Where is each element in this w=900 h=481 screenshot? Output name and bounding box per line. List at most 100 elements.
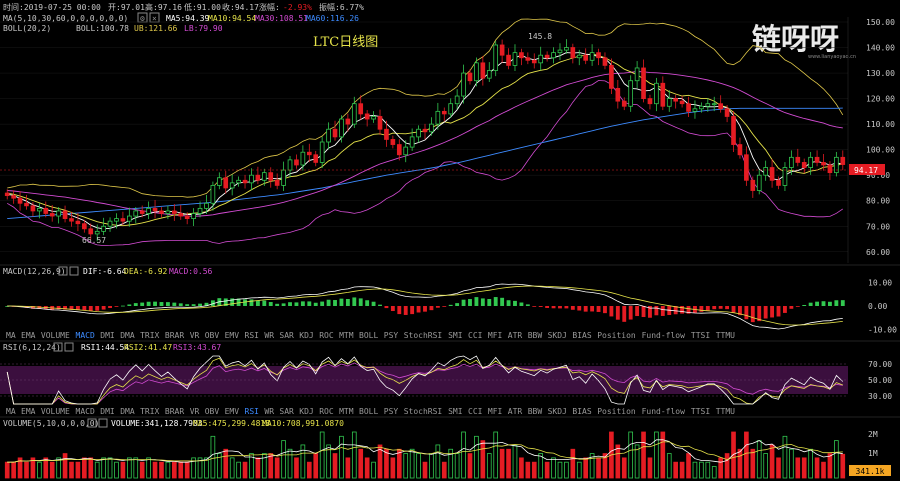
tab-ttsi[interactable]: TTSI — [691, 407, 710, 416]
candle-body[interactable] — [37, 207, 42, 212]
candle-body[interactable] — [127, 215, 132, 222]
candle-body[interactable] — [557, 49, 563, 54]
candle-body[interactable] — [184, 215, 190, 219]
candle-body[interactable] — [615, 87, 621, 102]
tab-cci[interactable]: CCI — [468, 331, 483, 340]
candle-body[interactable] — [679, 100, 685, 105]
candle-body[interactable] — [711, 103, 717, 106]
candle-body[interactable] — [435, 110, 441, 125]
tab-stochrsi[interactable]: StochRSI — [404, 407, 443, 416]
candle-body[interactable] — [313, 154, 319, 163]
tab-bias[interactable]: BIAS — [572, 407, 591, 416]
tab-atr[interactable]: ATR — [508, 407, 523, 416]
candle-body[interactable] — [171, 210, 177, 214]
settings-toggle-icon[interactable] — [53, 342, 63, 352]
candle-body[interactable] — [88, 228, 94, 235]
candle-body[interactable] — [107, 220, 113, 227]
candle-body[interactable] — [17, 197, 23, 204]
tab-smi[interactable]: SMI — [448, 331, 463, 340]
candle-body[interactable] — [724, 108, 730, 117]
candle-body[interactable] — [718, 103, 723, 110]
candle-body[interactable] — [364, 113, 370, 120]
candle-body[interactable] — [609, 65, 614, 89]
candle-body[interactable] — [159, 210, 164, 214]
candle-body[interactable] — [840, 156, 846, 165]
candle-body[interactable] — [596, 52, 601, 59]
tab-dma[interactable]: DMA — [120, 407, 135, 416]
candle-body[interactable] — [731, 116, 736, 145]
candle-body[interactable] — [654, 82, 659, 105]
candle-body[interactable] — [467, 72, 473, 82]
tab-volume[interactable]: VOLUME — [41, 331, 70, 340]
candle-body[interactable] — [801, 162, 807, 168]
tab-mfi[interactable]: MFI — [488, 407, 503, 416]
candle-body[interactable] — [4, 192, 10, 197]
tab-boll[interactable]: BOLL — [359, 331, 378, 340]
candle-body[interactable] — [351, 103, 357, 125]
candle-body[interactable] — [43, 207, 49, 214]
candle-body[interactable] — [441, 110, 447, 115]
candle-body[interactable] — [133, 210, 139, 217]
tab-skdj[interactable]: SKDJ — [548, 407, 567, 416]
tab-vr[interactable]: VR — [190, 407, 200, 416]
tab-brar[interactable]: BRAR — [165, 407, 184, 416]
tab-obv[interactable]: OBV — [205, 407, 220, 416]
candle-body[interactable] — [538, 54, 544, 64]
candle-body[interactable] — [583, 54, 589, 61]
tab-fund-flow[interactable]: Fund-flow — [642, 331, 686, 340]
candle-body[interactable] — [480, 62, 486, 79]
candle-body[interactable] — [769, 167, 775, 181]
tab-rsi[interactable]: RSI — [245, 331, 260, 340]
candle-body[interactable] — [429, 123, 434, 133]
settings-toggle-icon[interactable] — [87, 418, 97, 428]
candle-body[interactable] — [281, 169, 286, 186]
candle-body[interactable] — [319, 141, 325, 163]
candle-body[interactable] — [564, 47, 569, 51]
candle-body[interactable] — [165, 210, 171, 214]
candle-body[interactable] — [416, 128, 421, 138]
candle-body[interactable] — [94, 230, 100, 235]
tab-ema[interactable]: EMA — [21, 331, 36, 340]
candle-body[interactable] — [531, 59, 537, 64]
tab-psy[interactable]: PSY — [384, 331, 399, 340]
tab-mtm[interactable]: MTM — [339, 331, 354, 340]
tab-mfi[interactable]: MFI — [488, 331, 503, 340]
candlesticks[interactable] — [4, 39, 846, 242]
tab-vr[interactable]: VR — [190, 331, 200, 340]
candle-body[interactable] — [750, 179, 756, 191]
tab-emv[interactable]: EMV — [225, 331, 240, 340]
indicator-tabs-top[interactable]: MA EMA VOLUME MACD DMI DMA TRIX BRAR VR OBV EMV RSI… — [6, 331, 735, 340]
tab-bbw[interactable]: BBW — [528, 331, 543, 340]
tab-roc[interactable]: ROC — [319, 331, 334, 340]
candle-body[interactable] — [339, 118, 344, 138]
candle-body[interactable] — [403, 146, 409, 156]
candle-body[interactable] — [634, 67, 640, 82]
candle-body[interactable] — [647, 98, 653, 105]
candle-body[interactable] — [628, 80, 634, 107]
candle-body[interactable] — [287, 159, 293, 171]
candle-body[interactable] — [525, 57, 531, 61]
settings-toggle-icon[interactable] — [58, 266, 68, 276]
tab-wr[interactable]: WR — [264, 407, 274, 416]
candle-body[interactable] — [808, 156, 813, 168]
tab-roc[interactable]: ROC — [319, 407, 334, 416]
tab-skdj[interactable]: SKDJ — [548, 331, 567, 340]
candle-body[interactable] — [242, 179, 248, 184]
tab-emv[interactable]: EMV — [225, 407, 240, 416]
candle-body[interactable] — [422, 128, 428, 133]
candle-body[interactable] — [191, 213, 196, 219]
tab-ttsi[interactable]: TTSI — [691, 331, 710, 340]
tab-obv[interactable]: OBV — [205, 331, 220, 340]
tab-atr[interactable]: ATR — [508, 331, 523, 340]
candle-body[interactable] — [101, 225, 106, 232]
candle-body[interactable] — [384, 128, 389, 140]
candle-body[interactable] — [506, 54, 511, 66]
tab-macd[interactable]: MACD — [76, 331, 95, 340]
tab-ttmu[interactable]: TTMU — [716, 331, 735, 340]
candle-body[interactable] — [705, 103, 711, 107]
candle-body[interactable] — [493, 44, 499, 71]
candle-body[interactable] — [776, 179, 781, 186]
candle-body[interactable] — [332, 128, 338, 138]
candle-body[interactable] — [396, 144, 402, 156]
tab-bbw[interactable]: BBW — [528, 407, 543, 416]
